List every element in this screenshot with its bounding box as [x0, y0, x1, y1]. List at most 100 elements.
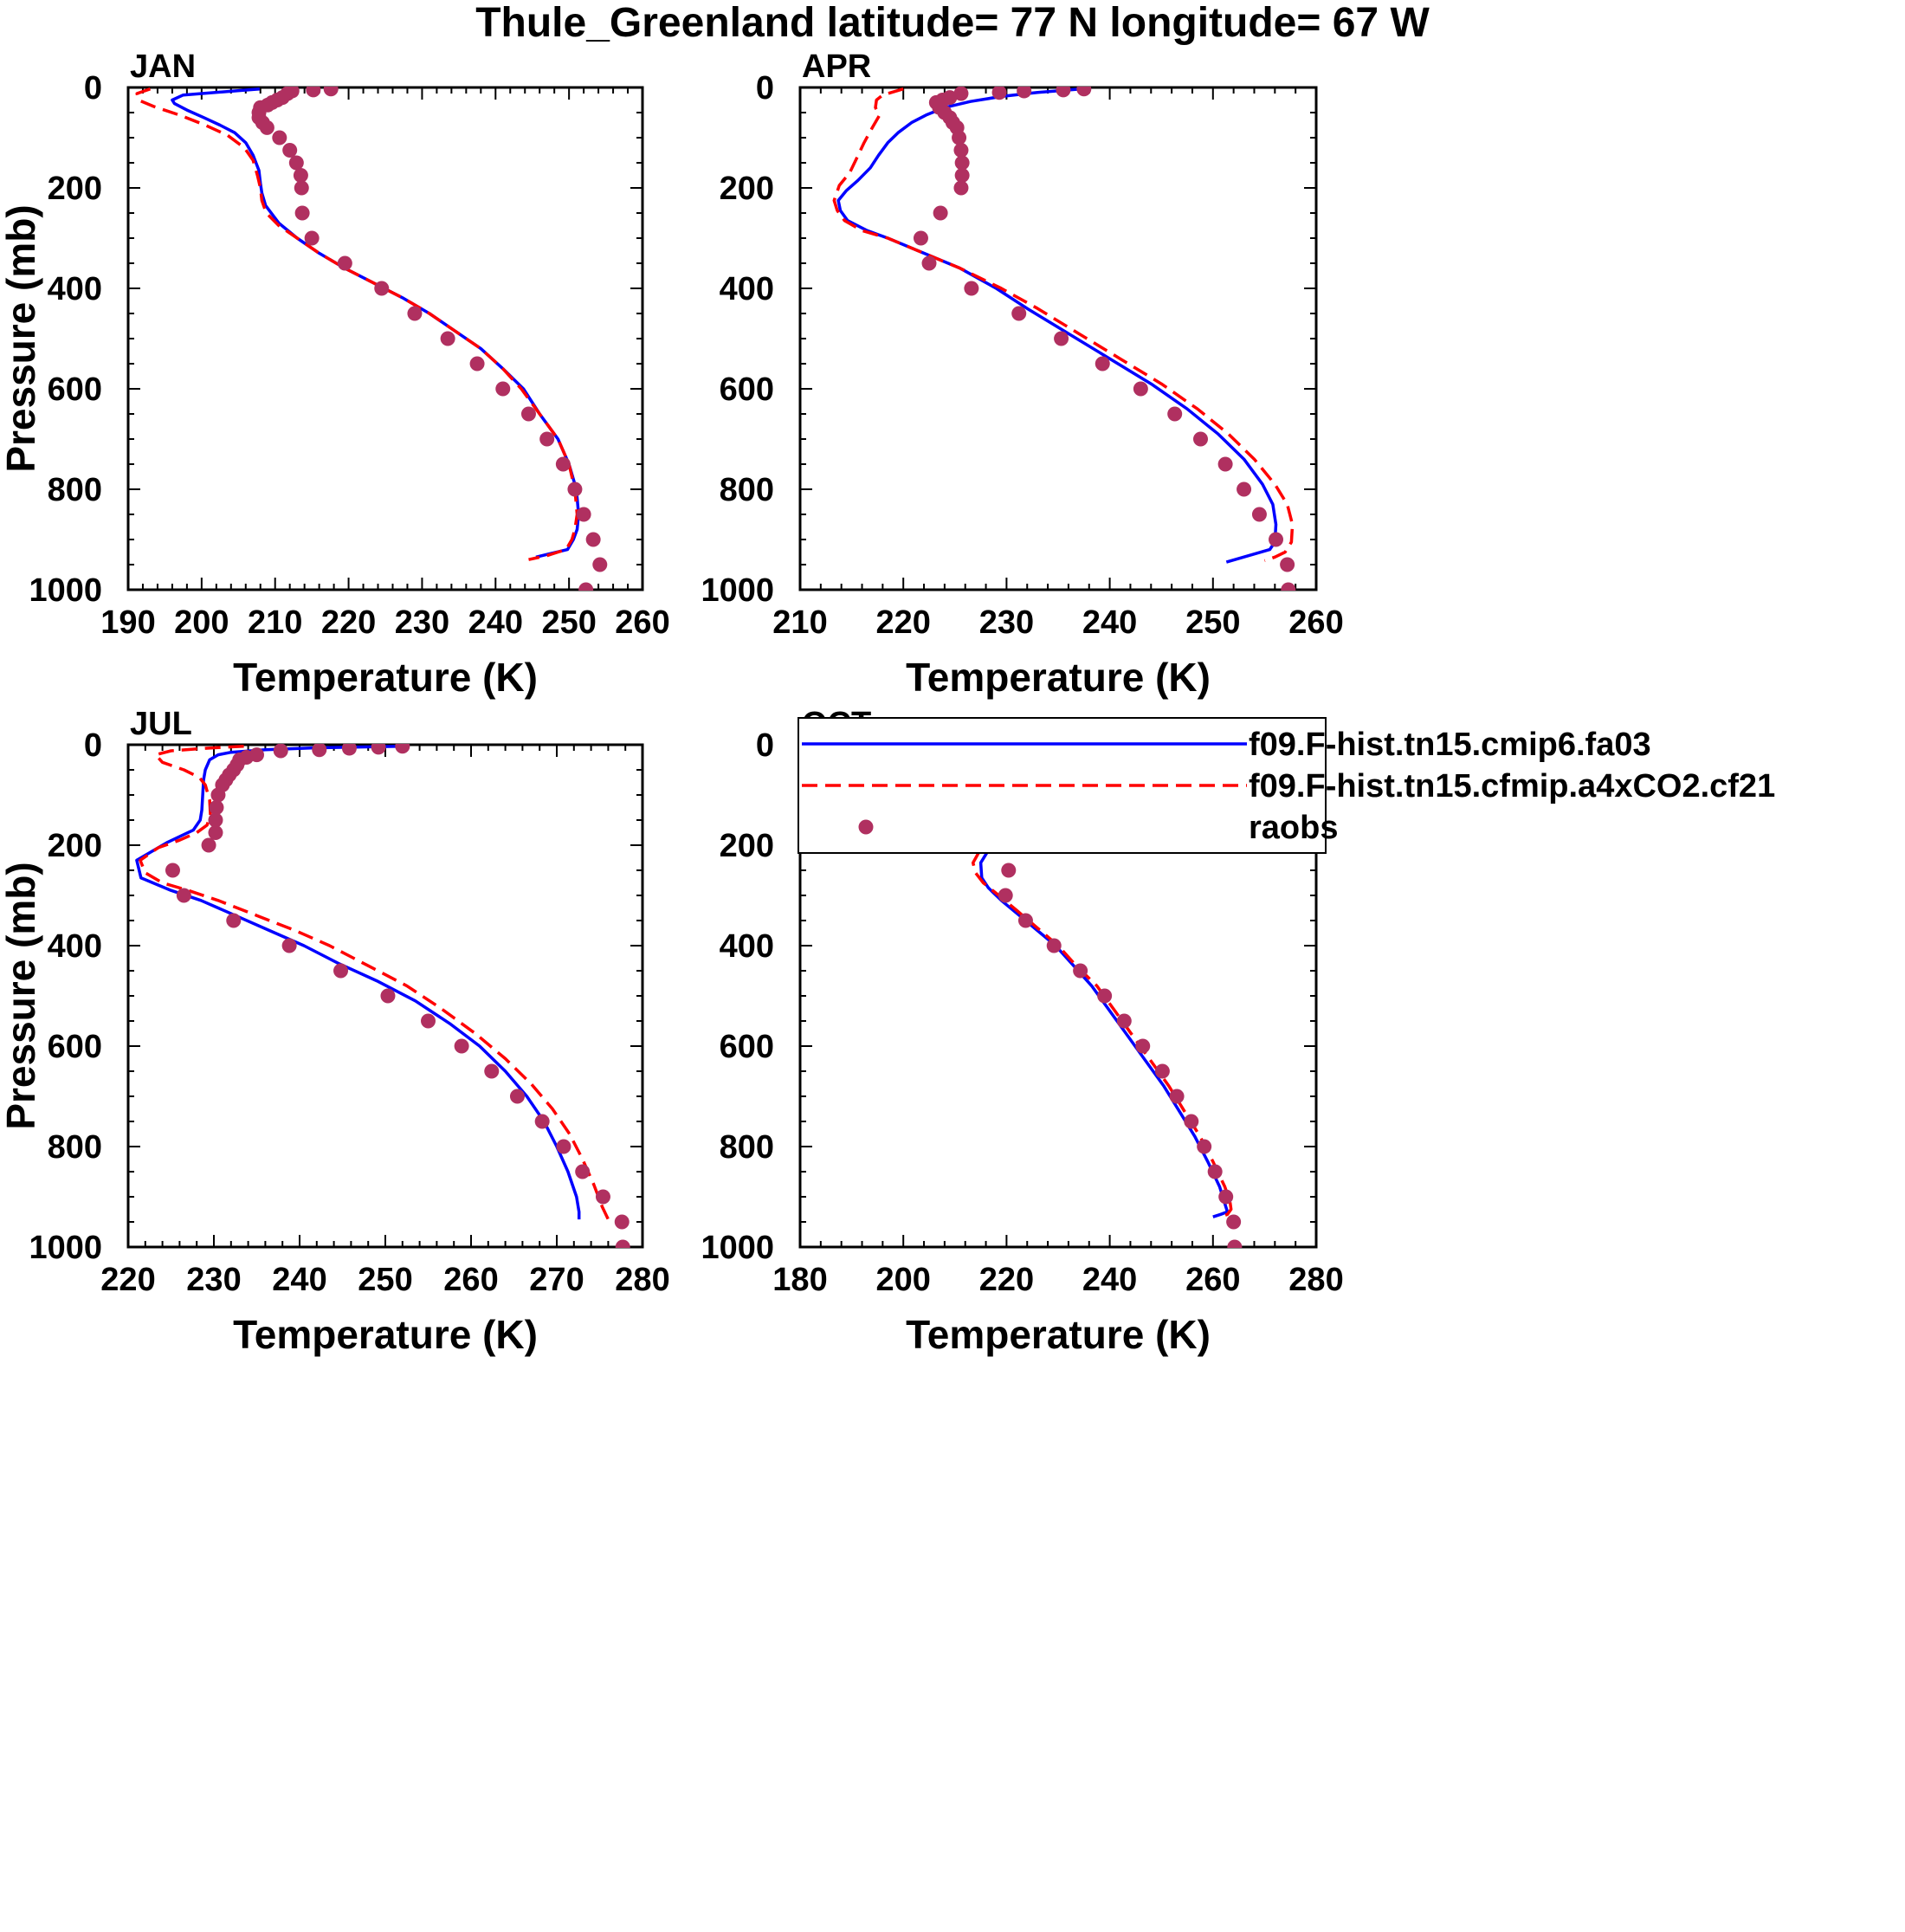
- raobs-point: [1154, 1063, 1170, 1079]
- legend-label: raobs: [1249, 810, 1338, 846]
- raobs-point: [1237, 481, 1252, 497]
- series-line-cmip6: [135, 744, 581, 1220]
- raobs-point: [371, 744, 386, 755]
- plot-area: [135, 87, 608, 591]
- y-tick-label: 600: [48, 372, 102, 408]
- raobs-point: [509, 1089, 525, 1104]
- series-line-cmip6: [171, 87, 580, 559]
- raobs-point: [1218, 1189, 1234, 1205]
- raobs-point: [933, 205, 948, 221]
- raobs-point: [484, 1063, 500, 1079]
- raobs-point: [520, 406, 536, 422]
- x-tick-label: 210: [772, 604, 827, 641]
- panels: 190 200 210 220 230 240 250 260 0 200 400 600 800 100…: [0, 48, 1344, 1357]
- raobs-point: [1227, 1239, 1243, 1248]
- raobs-point: [534, 1114, 550, 1129]
- raobs-point: [495, 381, 511, 397]
- raobs-point: [1076, 87, 1092, 97]
- x-tick-label: 250: [541, 604, 596, 641]
- x-tick-label: 240: [272, 1262, 326, 1298]
- raobs-point: [454, 1038, 469, 1054]
- raobs-point: [953, 143, 969, 158]
- raobs-point: [1046, 938, 1062, 953]
- raobs-point: [374, 281, 390, 296]
- raobs-point: [312, 744, 327, 758]
- x-tick-label: 230: [186, 1262, 241, 1298]
- y-tick-label: 400: [48, 928, 102, 965]
- panel-jan: 190 200 210 220 230 240 250 260 0 200 400 600 800 100…: [0, 48, 670, 700]
- raobs-point: [592, 557, 608, 572]
- raobs-point: [615, 1239, 630, 1248]
- raobs-point: [440, 331, 455, 346]
- x-tick-label: 260: [615, 604, 669, 641]
- x-tick-label: 220: [321, 604, 376, 641]
- raobs-point: [1251, 507, 1267, 522]
- x-tick-label: 250: [358, 1262, 412, 1298]
- y-axis-title: Pressure (mb): [0, 862, 43, 1129]
- raobs-point: [1017, 87, 1032, 99]
- panel-title: JAN: [130, 48, 196, 85]
- raobs-point: [921, 255, 937, 271]
- y-axis-title: Pressure (mb): [0, 204, 43, 472]
- raobs-point: [1197, 1139, 1212, 1154]
- raobs-point: [539, 431, 555, 447]
- raobs-point: [576, 507, 591, 522]
- raobs-point: [1192, 431, 1208, 447]
- x-tick-label: 200: [174, 604, 229, 641]
- raobs-point: [1011, 306, 1027, 321]
- raobs-point: [1280, 557, 1295, 572]
- raobs-point: [469, 356, 485, 372]
- raobs-point: [294, 180, 309, 196]
- y-tick-label: 1000: [29, 1230, 102, 1266]
- raobs-point: [210, 787, 226, 803]
- x-axis-title: Temperature (K): [233, 655, 538, 700]
- raobs-point: [165, 863, 180, 878]
- raobs-point: [991, 87, 1007, 100]
- y-tick-label: 400: [720, 271, 774, 307]
- raobs-point: [1281, 582, 1296, 591]
- raobs-point: [259, 120, 274, 135]
- x-axis-title: Temperature (K): [906, 655, 1211, 700]
- panel-jul: 220 230 240 250 260 270 280 0 200 400 600 800 1000 JU…: [0, 706, 670, 1357]
- panel-oct: 18020022024026028002004006008001000OCTTe…: [701, 706, 1343, 1357]
- raobs-point: [585, 532, 601, 547]
- raobs-point: [407, 306, 423, 321]
- x-tick-label: 180: [772, 1262, 827, 1298]
- raobs-point: [998, 888, 1013, 903]
- plot-area: [832, 87, 1296, 591]
- raobs-point: [176, 888, 191, 903]
- y-tick-label: 0: [756, 727, 774, 764]
- raobs-point: [953, 87, 969, 101]
- x-tick-label: 240: [1082, 604, 1137, 641]
- raobs-point: [272, 130, 287, 145]
- raobs-point: [954, 155, 970, 171]
- x-tick-label: 220: [875, 604, 930, 641]
- plot-frame: [126, 86, 644, 591]
- raobs-point: [1184, 1114, 1199, 1129]
- y-tick-label: 600: [720, 1029, 774, 1065]
- raobs-point: [614, 1214, 630, 1230]
- raobs-point: [953, 180, 969, 196]
- raobs-point: [954, 168, 970, 183]
- y-tick-label: 800: [48, 472, 102, 508]
- raobs-point: [556, 1139, 572, 1154]
- y-tick-label: 400: [720, 928, 774, 965]
- raobs-point: [201, 837, 216, 853]
- raobs-point: [1056, 87, 1071, 98]
- series-line-cmip6: [836, 87, 1278, 564]
- raobs-point: [1169, 1089, 1185, 1104]
- y-tick-label: 800: [720, 472, 774, 508]
- raobs-point: [913, 230, 928, 246]
- plot-area: [135, 744, 630, 1248]
- raobs-point: [380, 988, 396, 1004]
- raobs-point: [1217, 456, 1233, 472]
- raobs-point: [281, 938, 297, 953]
- raobs-point: [578, 582, 594, 591]
- x-tick-label: 260: [1288, 604, 1343, 641]
- y-tick-label: 1000: [29, 572, 102, 609]
- x-tick-label: 260: [1185, 1262, 1240, 1298]
- raobs-point: [273, 744, 288, 759]
- x-tick-label: 220: [100, 1262, 155, 1298]
- x-tick-label: 240: [1082, 1262, 1137, 1298]
- x-tick-label: 250: [1185, 604, 1240, 641]
